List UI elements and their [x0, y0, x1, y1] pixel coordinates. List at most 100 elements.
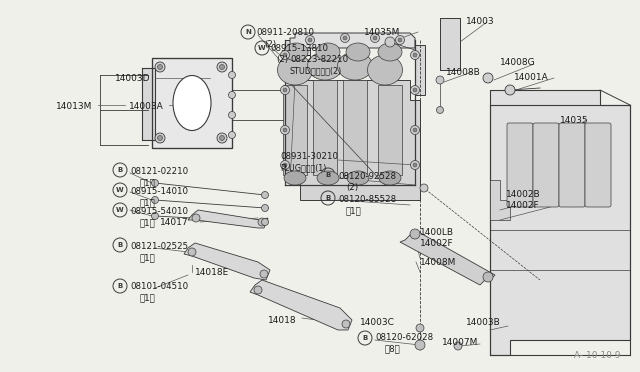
Text: 08931-30210: 08931-30210: [280, 152, 338, 161]
Circle shape: [280, 125, 289, 135]
Circle shape: [262, 192, 269, 199]
Circle shape: [152, 180, 159, 186]
Circle shape: [262, 218, 269, 225]
Text: 14003: 14003: [466, 17, 495, 26]
Text: 08120-62028: 08120-62028: [375, 333, 433, 342]
Circle shape: [228, 112, 236, 119]
Circle shape: [280, 51, 289, 60]
Circle shape: [410, 51, 419, 60]
Text: 14003B: 14003B: [466, 318, 500, 327]
Text: STUDスタッド(2): STUDスタッド(2): [290, 66, 342, 75]
Text: N: N: [245, 29, 251, 35]
Ellipse shape: [378, 43, 402, 61]
Polygon shape: [313, 80, 337, 175]
Circle shape: [413, 128, 417, 132]
Circle shape: [283, 53, 287, 57]
Circle shape: [413, 88, 417, 92]
Text: 08101-04510: 08101-04510: [130, 282, 188, 291]
Circle shape: [415, 340, 425, 350]
Circle shape: [340, 33, 349, 42]
Text: 14013M: 14013M: [56, 102, 92, 111]
Circle shape: [373, 36, 377, 40]
Text: B: B: [325, 172, 331, 178]
Circle shape: [228, 92, 236, 99]
Text: 14003A: 14003A: [129, 102, 164, 111]
Circle shape: [217, 62, 227, 72]
Text: 08915-14010: 08915-14010: [130, 187, 188, 196]
Text: W: W: [116, 187, 124, 193]
Ellipse shape: [284, 43, 308, 61]
Text: 08915-54010: 08915-54010: [130, 207, 188, 216]
Ellipse shape: [284, 171, 306, 185]
Ellipse shape: [316, 43, 340, 61]
Polygon shape: [490, 90, 630, 355]
Polygon shape: [250, 280, 352, 330]
Circle shape: [410, 125, 419, 135]
Ellipse shape: [307, 52, 342, 80]
Text: B: B: [117, 167, 123, 173]
Circle shape: [254, 286, 262, 294]
Text: 08120-85528: 08120-85528: [338, 195, 396, 204]
Text: 14003C: 14003C: [360, 318, 395, 327]
Ellipse shape: [346, 43, 370, 61]
Circle shape: [385, 37, 395, 47]
Polygon shape: [283, 85, 307, 175]
Circle shape: [436, 106, 444, 113]
Text: 1400LB: 1400LB: [420, 228, 454, 237]
Circle shape: [308, 38, 312, 42]
FancyBboxPatch shape: [533, 123, 559, 207]
Text: A- 10 10 9: A- 10 10 9: [573, 351, 620, 360]
Circle shape: [283, 128, 287, 132]
Text: 08121-02525: 08121-02525: [130, 242, 188, 251]
Circle shape: [228, 131, 236, 138]
Text: 14008M: 14008M: [420, 258, 456, 267]
Text: 14001A: 14001A: [514, 73, 548, 82]
Polygon shape: [490, 180, 510, 220]
Circle shape: [228, 71, 236, 78]
Circle shape: [157, 64, 163, 70]
FancyBboxPatch shape: [559, 123, 585, 207]
Text: (2): (2): [346, 183, 358, 192]
Circle shape: [152, 212, 159, 219]
Polygon shape: [285, 40, 425, 95]
Text: (2): (2): [276, 55, 288, 64]
Circle shape: [396, 35, 404, 45]
Polygon shape: [184, 243, 270, 280]
Text: 14003D: 14003D: [115, 74, 150, 83]
Ellipse shape: [367, 55, 403, 85]
Text: 08223-82210: 08223-82210: [290, 55, 348, 64]
Circle shape: [283, 163, 287, 167]
Text: (2): (2): [264, 40, 276, 49]
Circle shape: [262, 205, 269, 212]
Text: B: B: [362, 335, 367, 341]
Circle shape: [157, 135, 163, 141]
FancyBboxPatch shape: [507, 123, 533, 207]
Circle shape: [283, 88, 287, 92]
Text: 14018E: 14018E: [195, 268, 229, 277]
Circle shape: [371, 33, 380, 42]
Text: 14007M: 14007M: [442, 338, 478, 347]
FancyBboxPatch shape: [585, 123, 611, 207]
Text: 14035M: 14035M: [364, 28, 401, 37]
Polygon shape: [290, 33, 415, 48]
Text: 14008B: 14008B: [446, 68, 481, 77]
Circle shape: [410, 229, 420, 239]
Text: PLUGプラグ(1): PLUGプラグ(1): [280, 163, 326, 172]
Text: B: B: [117, 242, 123, 248]
Text: 〈1〉: 〈1〉: [140, 178, 156, 187]
Text: 14008G: 14008G: [500, 58, 536, 67]
Polygon shape: [440, 18, 460, 70]
Text: B: B: [117, 283, 123, 289]
Circle shape: [410, 86, 419, 94]
Text: 〈1〉: 〈1〉: [140, 218, 156, 227]
Text: W: W: [258, 45, 266, 51]
Circle shape: [420, 184, 428, 192]
Text: 〈1〉: 〈1〉: [346, 206, 362, 215]
Circle shape: [413, 53, 417, 57]
Text: 08911-20810: 08911-20810: [256, 28, 314, 37]
Circle shape: [416, 324, 424, 332]
Circle shape: [342, 320, 350, 328]
Text: 08915-13810: 08915-13810: [270, 44, 328, 53]
Text: 14002F: 14002F: [420, 239, 454, 248]
Text: 14035: 14035: [560, 116, 589, 125]
